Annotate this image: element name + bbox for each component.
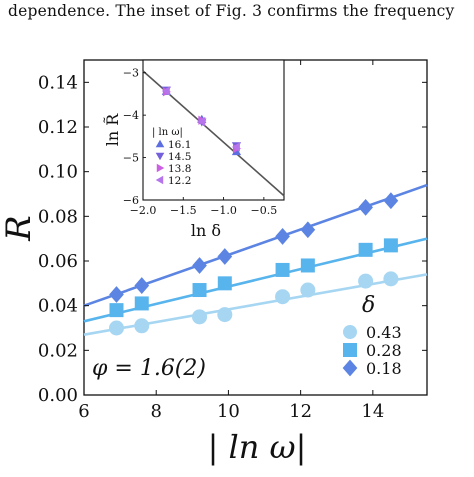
data-point-0.43 bbox=[383, 271, 399, 287]
data-point-0.18 bbox=[109, 286, 124, 303]
data-point-0.28 bbox=[358, 242, 373, 257]
inset-y-tick-label: −4 bbox=[123, 109, 139, 122]
legend-title: δ bbox=[362, 293, 375, 318]
data-point-0.28 bbox=[109, 303, 124, 318]
inset-legend-label-12.2: 12.2 bbox=[168, 175, 191, 187]
inset-y-tick-label: −3 bbox=[123, 67, 139, 80]
data-point-0.28 bbox=[217, 276, 232, 291]
inset-legend-label-14.5: 14.5 bbox=[168, 151, 191, 163]
data-point-0.43 bbox=[108, 320, 124, 336]
y-axis-label: R bbox=[0, 215, 39, 242]
inset-legend-marker-13.8 bbox=[156, 163, 165, 173]
inset-legend-marker-16.1 bbox=[155, 139, 165, 148]
inset-y-tick-label: −5 bbox=[123, 152, 139, 165]
data-point-0.18 bbox=[358, 199, 373, 216]
phi-annotation: φ = 1.6(2) bbox=[92, 356, 206, 381]
x-axis-label: | ln ω| bbox=[208, 428, 307, 466]
inset-point-12.2 bbox=[161, 86, 170, 96]
inset-x-tick-label: −2.0 bbox=[130, 204, 157, 217]
inset-y-axis-label: ln R̃ bbox=[103, 113, 122, 147]
legend-label-0.18: 0.18 bbox=[366, 359, 402, 378]
inset-legend-marker-14.5 bbox=[155, 152, 165, 161]
data-point-0.18 bbox=[134, 277, 150, 294]
inset-x-tick-label: −1.5 bbox=[170, 204, 197, 217]
x-tick-label: 12 bbox=[289, 401, 312, 422]
inset-legend-marker-12.2 bbox=[155, 175, 164, 185]
legend-label-0.43: 0.43 bbox=[366, 323, 402, 342]
data-point-0.28 bbox=[300, 258, 315, 273]
inset-point-12.2 bbox=[197, 116, 206, 127]
data-point-0.18 bbox=[217, 248, 233, 265]
x-tick-label: 6 bbox=[78, 401, 89, 422]
inset-point-12.2 bbox=[231, 142, 240, 152]
main-chart: 6 8 10 12 14 0.00 0.02 0.04 0.06 0.08 0.10 0.12 0.14… bbox=[0, 59, 428, 466]
x-tick-label: 10 bbox=[217, 401, 240, 422]
legend-marker-0.28 bbox=[343, 343, 357, 357]
legend-marker-0.18 bbox=[342, 359, 358, 377]
y-tick-label: 0.06 bbox=[38, 251, 78, 272]
inset-legend-label-13.8: 13.8 bbox=[168, 163, 191, 175]
data-point-0.28 bbox=[275, 262, 290, 277]
y-tick-label: 0.10 bbox=[38, 162, 78, 183]
main-plot-frame bbox=[83, 59, 428, 396]
caption-text: dependence. The inset of Fig. 3 confirms… bbox=[8, 2, 455, 20]
data-point-0.43 bbox=[217, 307, 233, 323]
data-point-0.43 bbox=[358, 273, 374, 289]
y-tick-label: 0.00 bbox=[38, 385, 78, 406]
inset-legend-title: | ln ω| bbox=[152, 127, 183, 138]
data-point-0.18 bbox=[383, 192, 399, 210]
x-tick-label: 14 bbox=[361, 401, 384, 422]
inset-legend-label-16.1: 16.1 bbox=[168, 139, 191, 151]
data-point-0.43 bbox=[300, 282, 316, 298]
data-point-0.43 bbox=[192, 309, 208, 325]
data-point-0.28 bbox=[192, 283, 207, 298]
inset-plot-frame bbox=[142, 59, 285, 201]
y-tick-label: 0.14 bbox=[38, 72, 78, 93]
data-point-0.28 bbox=[383, 238, 398, 253]
inset-y-tick-label: −6 bbox=[123, 194, 139, 207]
data-point-0.28 bbox=[134, 296, 149, 311]
y-tick-label: 0.08 bbox=[38, 206, 78, 227]
data-point-0.18 bbox=[300, 221, 316, 239]
inset-chart: −2.0 −1.5 −1.0 −0.5 −3 −4 −5 −6 ln δ ln R̃ | ln ω|… bbox=[103, 59, 285, 240]
data-point-0.18 bbox=[275, 228, 290, 245]
inset-x-tick-label: −0.5 bbox=[250, 204, 277, 217]
data-point-0.43 bbox=[275, 289, 291, 305]
y-tick-label: 0.12 bbox=[38, 117, 78, 138]
data-point-0.43 bbox=[134, 318, 150, 334]
legend-label-0.28: 0.28 bbox=[366, 341, 402, 360]
inset-x-tick-label: −1.0 bbox=[210, 204, 237, 217]
x-tick-label: 8 bbox=[150, 401, 161, 422]
data-point-0.18 bbox=[192, 257, 207, 274]
inset-x-axis-label: ln δ bbox=[191, 221, 221, 240]
y-tick-label: 0.04 bbox=[38, 296, 78, 317]
legend-marker-0.43 bbox=[343, 325, 357, 339]
y-tick-label: 0.02 bbox=[38, 340, 78, 361]
